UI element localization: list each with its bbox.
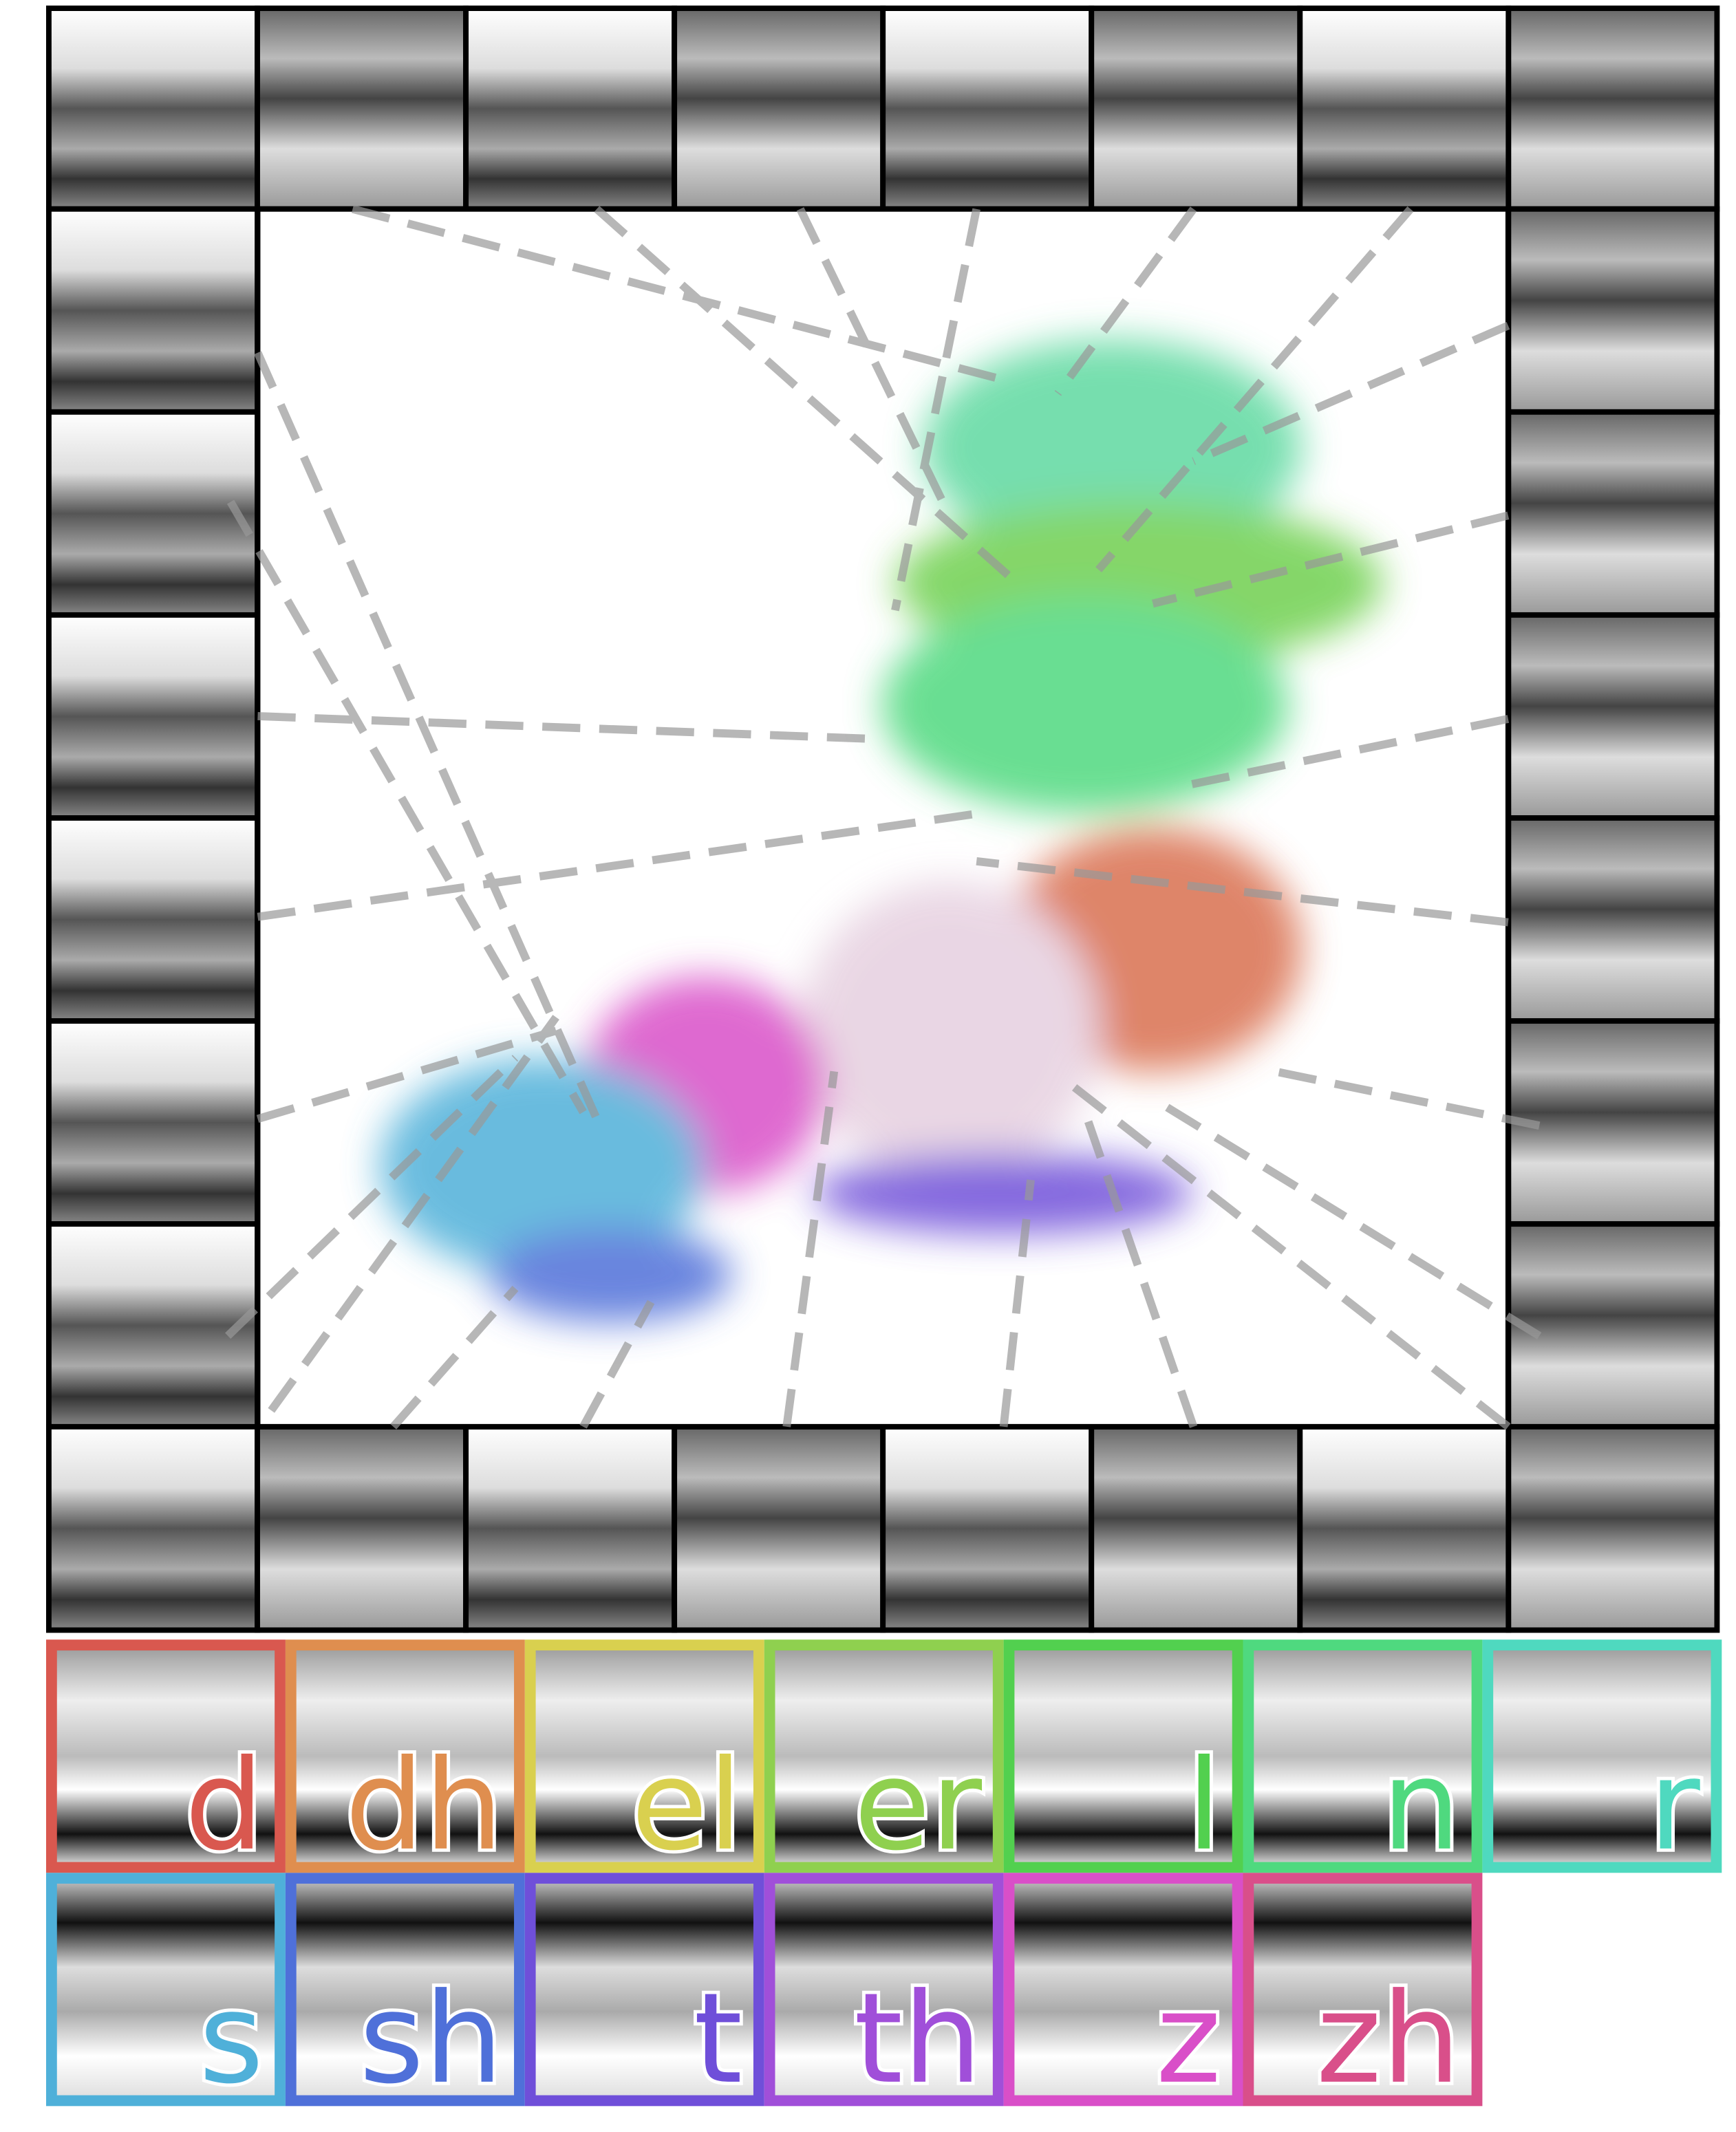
legend-swatch [764, 1639, 1004, 1873]
spectrogram-thumb [1505, 1423, 1720, 1633]
embedding-cloud [379, 338, 1384, 1323]
spectrogram-thumb [46, 815, 260, 1024]
link-line [390, 1285, 519, 1430]
link-line [1274, 1067, 1541, 1130]
legend-label: s [199, 1966, 264, 2111]
spectrogram-thumb [463, 1423, 678, 1633]
spectrogram-thumb [672, 1423, 886, 1633]
legend-label: el [631, 1733, 742, 1878]
legend-swatch [524, 1639, 764, 1873]
spectrogram-thumb [46, 1423, 260, 1633]
link-line [254, 351, 601, 1121]
legend-label: r [1649, 1733, 1700, 1878]
link-line [976, 857, 1509, 927]
link-line [579, 1300, 655, 1429]
spectrogram-thumb [1089, 6, 1303, 212]
link-line [891, 208, 980, 612]
legend-swatch [46, 1639, 286, 1873]
legend-label: n [1382, 1733, 1461, 1878]
link-line [1069, 1081, 1511, 1430]
legend-label: d [184, 1733, 264, 1878]
spectrogram-frame [46, 6, 1720, 1633]
legend-label: th [854, 1966, 982, 2111]
legend-swatch [285, 1873, 525, 2107]
spectrogram-thumb [46, 1221, 260, 1430]
spectrogram-thumb [1505, 6, 1720, 212]
spectrogram-thumb [46, 612, 260, 821]
legend-swatch [1243, 1873, 1483, 2107]
spectrogram-thumb [46, 409, 260, 618]
spectrogram-thumb [255, 1423, 469, 1633]
legend-swatch [1243, 1639, 1483, 1873]
link-line [999, 1179, 1035, 1428]
link-line [256, 1026, 557, 1123]
spectrogram-thumb [1089, 1423, 1303, 1633]
spectrogram-thumb [255, 6, 469, 212]
legend-swatch [524, 1873, 764, 2107]
link-line [268, 1015, 559, 1413]
legend-label: t [694, 1966, 742, 2111]
spectrogram-thumb [1297, 6, 1512, 212]
link-line [1095, 206, 1414, 572]
link-line [226, 499, 587, 1115]
spectrogram-thumb [463, 6, 678, 212]
spectrogram-thumb [1505, 612, 1720, 821]
legend-label: sh [359, 1966, 503, 2111]
link-line [257, 712, 882, 744]
spectrogram-thumb [46, 206, 260, 415]
link-lines [225, 205, 1542, 1430]
spectrogram-thumb [46, 6, 260, 212]
legend-label: l [1187, 1733, 1221, 1878]
spectrogram-thumb [880, 1423, 1095, 1633]
legend: d dh el er l n r s sh t th z zh [46, 1639, 1722, 2115]
link-line [1152, 511, 1510, 608]
link-line [1054, 206, 1197, 396]
legend-label: zh [1316, 1966, 1461, 2111]
legend-swatch [285, 1639, 525, 1873]
legend-label: er [854, 1733, 983, 1878]
link-line [225, 1055, 519, 1339]
spectrogram-thumb [1505, 409, 1720, 618]
spectrogram-thumb [46, 1018, 260, 1227]
link-line [1192, 321, 1510, 465]
legend-label: z [1156, 1966, 1221, 2111]
link-line [1150, 1095, 1542, 1339]
legend-swatch [1003, 1639, 1243, 1873]
spectrogram-thumb [672, 6, 886, 212]
legend-swatch [764, 1873, 1004, 2107]
legend-swatch [1482, 1639, 1722, 1873]
link-line [782, 1070, 839, 1428]
spectrogram-thumb [1297, 1423, 1512, 1633]
spectrogram-thumb [1505, 1221, 1720, 1430]
legend-swatch [46, 1873, 286, 2107]
link-line [594, 206, 1020, 587]
link-line [257, 810, 978, 921]
spectrogram-thumb [880, 6, 1095, 212]
legend-label: dh [345, 1733, 503, 1878]
legend-swatch [1003, 1873, 1243, 2107]
spectrogram-thumb [1505, 815, 1720, 1024]
spectrogram-thumb [1505, 206, 1720, 415]
